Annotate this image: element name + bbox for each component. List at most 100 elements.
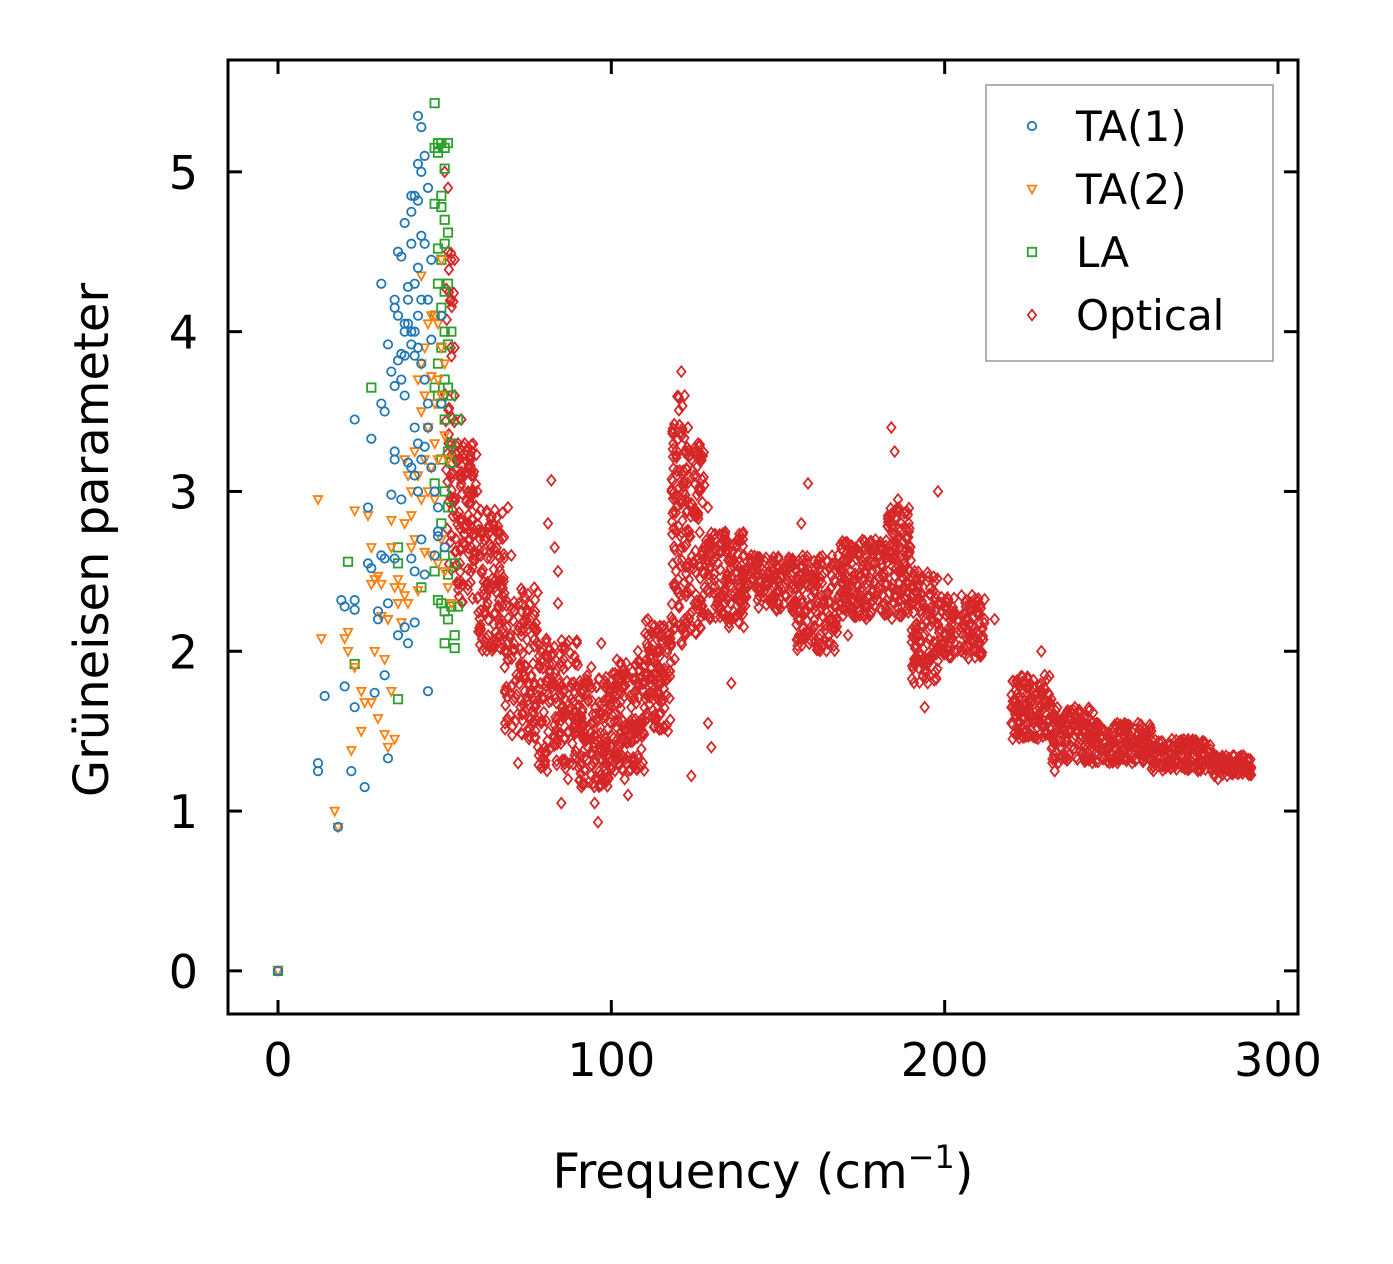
optical-point [485, 540, 497, 555]
optical-point [492, 548, 504, 563]
optical-point [528, 621, 540, 636]
optical-point [682, 476, 694, 490]
ta-1-point [349, 414, 360, 425]
la-point [439, 214, 450, 225]
optical-point [648, 627, 659, 641]
optical-point [622, 788, 634, 802]
optical-point [529, 604, 541, 619]
ta-1-point [406, 326, 417, 337]
optical-point [631, 762, 643, 777]
ta-2-point [442, 455, 454, 467]
optical-point [792, 612, 804, 626]
optical-point [455, 471, 466, 486]
ta-1-point [412, 486, 424, 497]
optical-point [932, 618, 944, 632]
ta-1-point [432, 526, 444, 537]
axes: 0 100 200 300 0 1 2 3 4 5 [169, 58, 1322, 1087]
optical-point [1145, 724, 1157, 738]
optical-point [502, 645, 513, 659]
optical-point [795, 516, 807, 531]
ta-2-point [438, 431, 451, 443]
optical-point [463, 508, 474, 522]
optical-point [475, 564, 487, 579]
ta-1-point [389, 454, 400, 465]
optical-point [1212, 772, 1224, 786]
optical-point [1105, 748, 1117, 762]
optical-point [837, 608, 849, 623]
ta-2-point [408, 447, 421, 459]
optical-point [906, 578, 917, 592]
optical-point [688, 555, 699, 569]
optical-point [516, 604, 527, 619]
ta-1-point [399, 217, 410, 229]
optical-point [522, 724, 534, 738]
optical-point [1072, 724, 1084, 738]
optical-point [889, 444, 901, 459]
ta-1-point [412, 110, 424, 122]
optical-point [1176, 757, 1188, 772]
la-point [439, 326, 450, 337]
optical-point [502, 653, 514, 667]
optical-point [883, 586, 895, 600]
ta-1-point [402, 294, 414, 305]
optical-point [499, 683, 511, 698]
legend: TA(1) TA(2) LA Optical [985, 84, 1274, 362]
ta-2-point [428, 439, 441, 451]
y-tick-label: 3 [169, 465, 198, 519]
optical-point [907, 596, 919, 611]
optical-point [1119, 716, 1130, 730]
ta-1-point [362, 502, 374, 513]
ta-2-point [365, 698, 378, 709]
ta-2-point [405, 543, 418, 554]
optical-point [885, 538, 896, 552]
optical-point [785, 580, 797, 595]
optical-point [952, 612, 964, 626]
ta-1-point [432, 502, 444, 513]
optical-point [802, 476, 814, 491]
optical-point [680, 567, 692, 581]
optical-point [499, 644, 511, 658]
optical-point [872, 580, 884, 595]
optical-point [626, 712, 638, 726]
optical-point [789, 581, 801, 595]
ta-2-point [312, 495, 324, 506]
optical-point [643, 687, 654, 702]
optical-point [837, 534, 848, 549]
y-tick-label: 2 [169, 625, 198, 679]
optical-point [666, 515, 678, 529]
optical-point [610, 676, 622, 690]
ta-1-point [432, 531, 444, 542]
optical-point [1238, 748, 1249, 763]
optical-point [822, 636, 834, 650]
optical-point [925, 604, 937, 618]
optical-point [481, 599, 492, 613]
ta-1-point [399, 390, 410, 401]
y-tick-label: 4 [169, 306, 198, 360]
optical-point [1050, 710, 1062, 724]
optical-point [1165, 756, 1177, 770]
ta-2-point [432, 455, 444, 467]
optical-point [588, 715, 600, 729]
la-point [442, 137, 454, 149]
optical-point [878, 566, 890, 580]
optical-point [796, 592, 808, 606]
optical-point [592, 815, 604, 829]
optical-point [942, 572, 954, 587]
y-axis-label: Grüneisen parameter [64, 283, 120, 798]
optical-point [671, 450, 682, 465]
ta-1-point [416, 294, 427, 305]
optical-point [537, 690, 548, 704]
optical-point [512, 756, 524, 770]
optical-point [1112, 732, 1124, 746]
ta-1-point [422, 422, 434, 433]
ta-1-point [416, 534, 427, 545]
optical-point [705, 740, 717, 754]
optical-point [632, 748, 644, 763]
ta-1-point [409, 326, 420, 337]
optical-point [836, 571, 848, 585]
optical-point [866, 555, 877, 569]
optical-point [539, 756, 551, 770]
optical-point [463, 546, 474, 561]
ta-1-point [422, 294, 434, 305]
optical-point [1035, 644, 1047, 658]
